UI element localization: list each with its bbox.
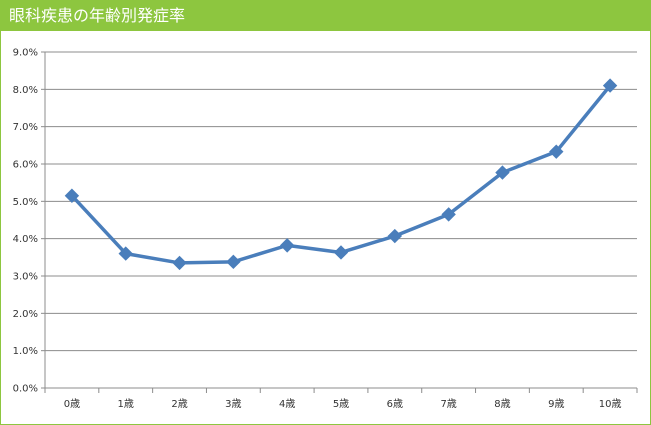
y-tick-labels: 0.0% 1.0% 2.0% 3.0% 4.0% 5.0% 6.0% 7.0% 8.0% 9.0%: [13, 48, 38, 395]
data-point-marker: [226, 254, 241, 270]
gridlines: [45, 51, 637, 389]
data-point-marker: [279, 238, 295, 253]
data-point-marker: [495, 165, 510, 180]
data-point-marker: [387, 228, 403, 244]
y-tick-label: 1.0%: [13, 346, 38, 357]
x-tick-label: 8歳: [494, 398, 510, 410]
x-tick-label: 2歳: [171, 398, 187, 410]
data-point-marker: [118, 246, 133, 261]
y-tick-label: 0.0%: [13, 384, 38, 395]
x-tick-labels: 0歳 1歳 2歳 3歳 4歳 5歳 6歳 7歳 8歳 9歳 10歳: [64, 398, 622, 410]
x-tick-label: 9歳: [548, 398, 564, 410]
y-tick-label: 9.0%: [13, 48, 38, 59]
x-tick-label: 5歳: [333, 398, 349, 410]
y-tick-label: 6.0%: [13, 160, 38, 171]
y-tick-label: 8.0%: [13, 85, 38, 96]
x-tick-label: 1歳: [118, 398, 134, 410]
y-tick-label: 3.0%: [13, 272, 38, 283]
title-bar: 眼科疾患の年齢別発症率: [1, 1, 650, 31]
data-point-marker: [64, 188, 80, 203]
x-tick-label: 0歳: [64, 398, 80, 410]
y-tick-label: 5.0%: [13, 197, 38, 208]
chart-title: 眼科疾患の年齢別発症率: [9, 6, 186, 25]
x-tick-label: 4歳: [279, 398, 295, 410]
data-point-marker: [549, 144, 564, 159]
x-tick-label: 7歳: [440, 398, 456, 410]
data-point-marker: [172, 255, 187, 271]
data-point-marker: [333, 245, 349, 260]
data-point-marker: [441, 207, 456, 222]
y-tick-label: 2.0%: [13, 309, 38, 320]
series: [64, 78, 618, 271]
y-tick-label: 7.0%: [13, 122, 38, 133]
x-tick-label: 3歳: [225, 398, 241, 410]
x-tick-label: 10歳: [599, 398, 622, 410]
x-tick-label: 6歳: [387, 398, 403, 410]
axes: [41, 51, 638, 393]
data-point-marker: [602, 78, 618, 93]
series-line: [70, 83, 612, 265]
y-tick-label: 4.0%: [13, 234, 38, 245]
